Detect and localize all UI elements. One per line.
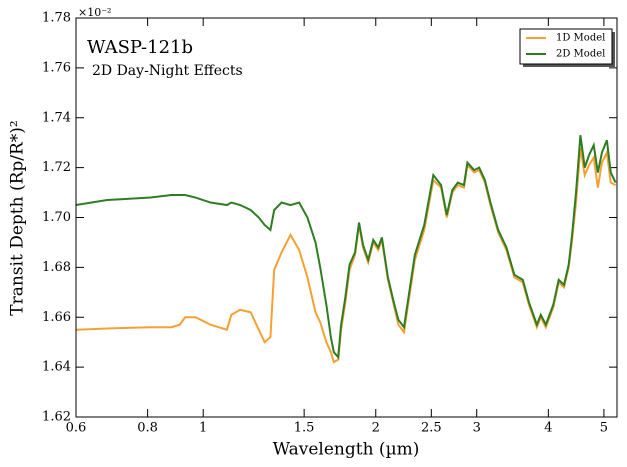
y-tick-label: 1.64 <box>42 360 71 375</box>
x-tick-label: 0.8 <box>137 421 158 436</box>
y-tick-label: 1.78 <box>42 11 71 26</box>
y-tick-label: 1.74 <box>42 110 71 125</box>
legend-box <box>519 28 613 65</box>
chart-title: WASP-121b <box>87 37 193 58</box>
x-tick-label: 4 <box>544 421 552 436</box>
y-tick-label: 1.68 <box>42 260 71 275</box>
series-line <box>76 147 617 364</box>
series-line <box>76 135 617 360</box>
y-tick-label: 1.66 <box>42 310 71 325</box>
x-tick-label: 5 <box>600 421 608 436</box>
x-tick-label: 1.5 <box>294 421 315 436</box>
legend-label: 2D Model <box>556 49 605 60</box>
x-axis-label: Wavelength (µm) <box>273 440 420 460</box>
x-tick-label: 2.5 <box>421 421 442 436</box>
y-tick-label: 1.72 <box>42 160 71 175</box>
y-tick-label: 1.70 <box>42 210 71 225</box>
y-offset-label: ×10⁻² <box>78 6 111 19</box>
x-tick-label: 2 <box>372 421 380 436</box>
chart-subtitle: 2D Day-Night Effects <box>92 63 243 79</box>
x-tick-label: 1 <box>199 421 207 436</box>
x-tick-label: 3 <box>473 421 481 436</box>
y-tick-label: 1.76 <box>42 60 71 75</box>
plot-frame <box>75 17 618 418</box>
y-tick-label: 1.62 <box>42 410 71 425</box>
y-axis-label: Transit Depth (Rp/R*)² <box>8 120 28 316</box>
legend-label: 1D Model <box>556 33 605 44</box>
x-tick-label: 0.6 <box>66 421 87 436</box>
